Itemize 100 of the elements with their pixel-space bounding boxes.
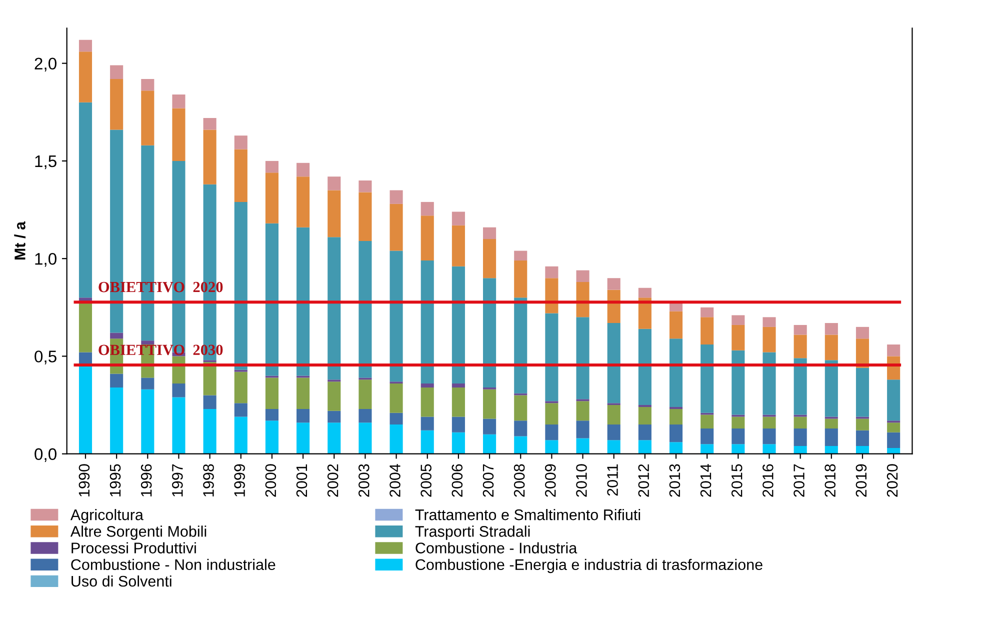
bar <box>141 340 154 344</box>
bar <box>794 358 807 415</box>
bar <box>265 378 278 409</box>
bar <box>824 418 838 428</box>
bar <box>824 334 838 360</box>
y-axis-title: Mt / a <box>14 221 26 260</box>
x-tick-label: 2000 <box>265 464 276 497</box>
bar <box>514 260 528 298</box>
bar <box>234 403 248 417</box>
bar <box>296 227 310 376</box>
bar <box>856 368 870 417</box>
bar <box>732 315 745 325</box>
bar <box>172 384 186 398</box>
bar <box>887 448 900 454</box>
bar <box>483 418 496 434</box>
bar <box>887 380 900 421</box>
bar <box>296 422 310 454</box>
bar <box>669 408 683 425</box>
bar <box>607 424 620 440</box>
x-tick-label: 1996 <box>140 464 152 496</box>
bar <box>390 384 403 413</box>
bar <box>452 384 465 388</box>
bar <box>296 162 310 177</box>
bar <box>265 223 278 376</box>
bar <box>358 422 372 454</box>
bar <box>700 444 714 454</box>
bar <box>296 176 310 228</box>
bar <box>78 303 92 352</box>
bar <box>420 202 434 216</box>
bar <box>700 428 714 444</box>
bar <box>824 323 838 335</box>
bar <box>856 418 870 430</box>
bar <box>328 382 341 411</box>
bar <box>669 424 683 442</box>
bar <box>452 225 465 266</box>
bar <box>420 216 434 261</box>
x-tick-label: 1998 <box>203 464 214 496</box>
bar <box>576 420 590 438</box>
bar <box>607 405 620 425</box>
x-tick-label: 2015 <box>731 464 742 497</box>
bar <box>732 416 745 428</box>
bar <box>265 420 278 454</box>
bar <box>110 332 124 339</box>
bar <box>358 192 372 242</box>
bar <box>110 65 124 79</box>
y-tick-label: 0,0 <box>34 448 56 462</box>
bar <box>545 313 558 402</box>
bar <box>762 428 776 444</box>
bar <box>452 387 465 417</box>
legend-label: Uso di Solventi <box>72 575 172 587</box>
bar <box>794 324 807 335</box>
bar <box>265 160 278 173</box>
x-tick-label: 1995 <box>110 464 121 496</box>
x-tick-label: 2019 <box>856 464 867 497</box>
x-tick-label: 2006 <box>452 464 463 497</box>
bar <box>638 288 652 298</box>
x-tick-label: 2004 <box>390 464 400 497</box>
bar <box>700 414 714 428</box>
bar <box>607 278 620 290</box>
x-tick-label: 2003 <box>358 464 370 497</box>
bar <box>420 384 434 388</box>
bar <box>762 317 776 327</box>
bar <box>420 416 434 430</box>
legend-label: Trattamento e Smaltimento Rifiuti <box>415 508 640 520</box>
bar <box>794 428 807 446</box>
bar <box>638 298 652 329</box>
bar <box>576 270 590 282</box>
bar <box>700 344 714 413</box>
bar <box>328 176 341 190</box>
x-tick-label: 2016 <box>762 464 774 497</box>
bar <box>576 317 590 400</box>
x-tick-label: 2013 <box>669 464 680 497</box>
x-tick-label: 2012 <box>638 464 650 497</box>
bar <box>762 326 776 352</box>
bar <box>234 149 248 202</box>
bar <box>234 136 248 150</box>
bar <box>78 40 92 52</box>
x-tick-label: 2005 <box>420 464 432 497</box>
bar <box>452 212 465 226</box>
bar <box>669 338 683 407</box>
bar <box>576 438 590 454</box>
y-tick-label: 1,0 <box>35 252 56 267</box>
bar <box>887 422 900 432</box>
bar <box>514 395 528 421</box>
x-tick-label: 2014 <box>700 464 712 497</box>
bar <box>545 278 558 314</box>
bar <box>420 260 434 384</box>
bar <box>732 324 745 350</box>
bar <box>732 350 745 415</box>
x-tick-label: 1990 <box>78 464 90 496</box>
x-tick-label: 2008 <box>514 464 525 497</box>
bar <box>824 360 838 417</box>
bar <box>420 430 434 454</box>
bar <box>794 446 807 454</box>
x-tick-label: 1999 <box>234 464 245 496</box>
x-tick-label: 2017 <box>794 464 804 497</box>
y-tick-label: 0,5 <box>34 350 56 364</box>
bar <box>265 172 278 224</box>
bar <box>794 334 807 358</box>
bar <box>172 108 186 161</box>
